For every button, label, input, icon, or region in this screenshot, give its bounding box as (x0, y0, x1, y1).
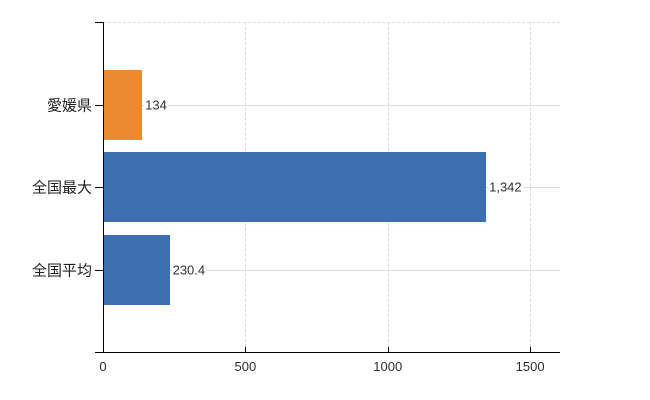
y-axis-tick (95, 187, 103, 188)
bar-1 (104, 69, 143, 140)
value-label: 1,342 (488, 179, 523, 195)
x-axis-tick (530, 347, 532, 352)
y-axis-tick (95, 104, 103, 106)
gridline-horizontal (103, 104, 560, 106)
x-axis-tick (245, 347, 247, 352)
y-axis-tick (95, 22, 103, 23)
plot-area: 0 500 1000 1500 134 愛媛県 1,342 全国最大 230.4 全国平均 (32, 22, 560, 374)
x-tick-label: 1500 (515, 359, 545, 374)
category-label: 愛媛県 (46, 97, 92, 114)
y-axis-tick (95, 269, 103, 271)
gridline-horizontal (103, 269, 560, 271)
y-axis (103, 22, 104, 352)
category-label: 全国平均 (31, 262, 92, 279)
value-label: 230.4 (171, 262, 207, 277)
x-tick-label: 500 (234, 359, 257, 374)
x-axis-tick (103, 347, 104, 352)
x-axis (95, 352, 560, 353)
plot-top-border (103, 22, 560, 23)
x-axis-tick (387, 347, 389, 352)
x-tick-label: 1000 (373, 359, 403, 374)
bar-2 (104, 152, 487, 222)
x-tick-label: 0 (99, 359, 107, 374)
bar-3 (104, 234, 170, 305)
value-label: 134 (144, 97, 168, 112)
category-label: 全国最大 (31, 179, 92, 197)
